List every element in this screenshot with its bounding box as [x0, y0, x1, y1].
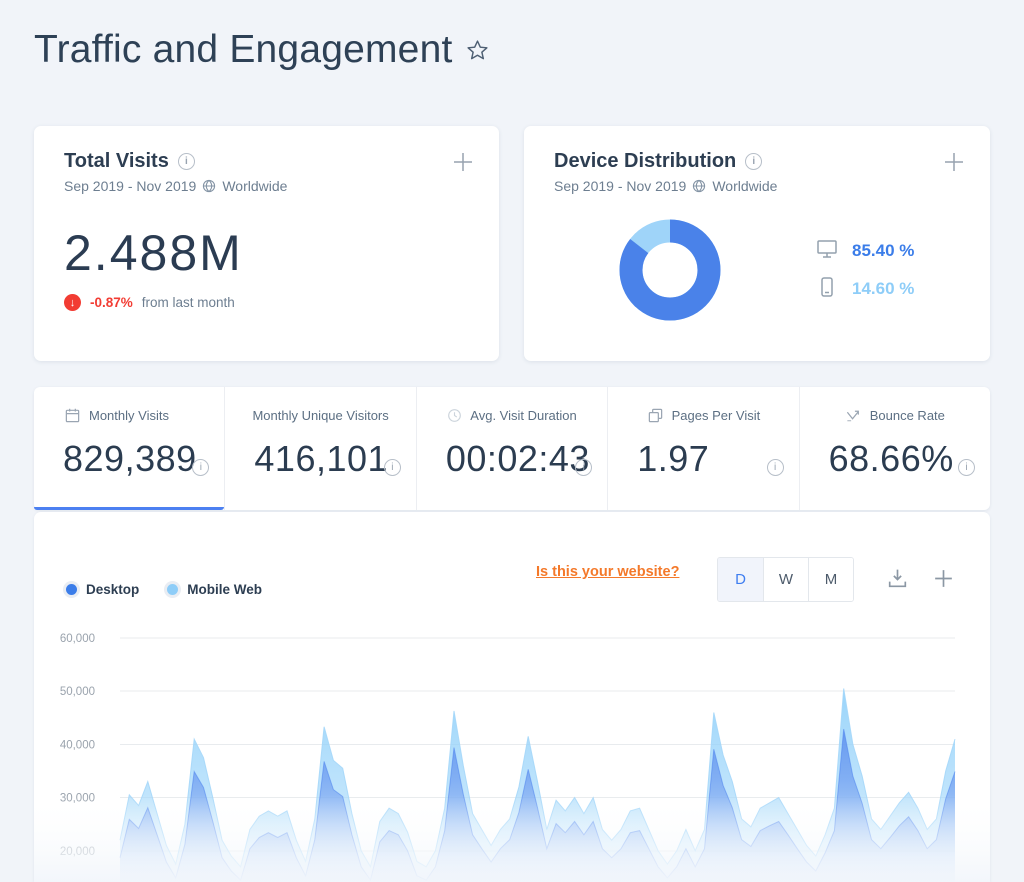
- add-to-dashboard-button[interactable]: [942, 150, 966, 174]
- metric-value: 00:02:43: [445, 438, 590, 479]
- total-visits-card: Total Visits i Sep 2019 - Nov 2019 World…: [34, 126, 499, 361]
- metric-value: 416,101: [254, 438, 389, 479]
- y-tick-label: 40,000: [60, 739, 95, 751]
- metric-label-text: Avg. Visit Duration: [470, 407, 577, 423]
- info-icon[interactable]: i: [177, 153, 195, 170]
- legend-desktop[interactable]: Desktop: [66, 582, 139, 597]
- metric-avg-visit-duration[interactable]: Avg. Visit Duration 00:02:43 i: [415, 387, 607, 510]
- info-icon[interactable]: i: [192, 459, 210, 476]
- mobile-phone-icon: [816, 276, 838, 303]
- device-share-list: 85.40 % 14.60 %: [816, 238, 914, 302]
- metric-label-text: Monthly Visits: [89, 407, 169, 423]
- donut-desktop-arc: [619, 219, 721, 321]
- info-icon[interactable]: i: [575, 459, 593, 476]
- metric-label-text: Pages Per Visit: [671, 407, 761, 423]
- metric-label: Bounce Rate: [800, 405, 990, 425]
- change-note: from last month: [141, 295, 235, 310]
- bounce-icon: [845, 407, 862, 424]
- metric-label: Avg. Visit Duration: [417, 405, 607, 425]
- download-icon[interactable]: [885, 566, 910, 596]
- desktop-share-value: 85.40 %: [852, 241, 915, 260]
- y-tick-label: 50,000: [60, 686, 95, 698]
- metric-bounce-rate[interactable]: Bounce Rate 68.66% i: [798, 387, 990, 510]
- engagement-metrics-bar: Monthly Visits 829,389 i Monthly Unique Vis…: [34, 387, 990, 510]
- metric-label: Pages Per Visit: [608, 405, 798, 425]
- info-icon[interactable]: i: [383, 459, 401, 476]
- clock-icon: [447, 408, 462, 423]
- region-label: Worldwide: [712, 178, 778, 194]
- metric-monthly-visits[interactable]: Monthly Visits 829,389 i: [34, 387, 225, 510]
- metric-label-text: Bounce Rate: [869, 407, 945, 423]
- metric-label-text: Monthly Unique Visitors: [252, 407, 389, 423]
- is-this-your-website-link[interactable]: Is this your website?: [536, 564, 680, 580]
- metric-label: Monthly Visits: [34, 405, 224, 425]
- add-to-dashboard-button[interactable]: [451, 150, 475, 174]
- metric-pages-per-visit[interactable]: Pages Per Visit 1.97 i: [607, 387, 798, 510]
- star-icon[interactable]: [465, 38, 490, 68]
- bottom-fade: [34, 795, 990, 882]
- metric-value: 1.97: [637, 438, 710, 479]
- card-title-text: Device Distribution: [554, 150, 737, 172]
- metric-value: 829,389: [63, 438, 197, 479]
- add-chart-icon[interactable]: [931, 566, 956, 596]
- card-title: Device Distribution i: [554, 150, 763, 173]
- chart-legend: Desktop Mobile Web: [66, 582, 262, 597]
- card-title-text: Total Visits: [64, 150, 169, 172]
- page-header: Traffic and Engagement: [34, 28, 490, 72]
- desktop-share-row: 85.40 %: [816, 238, 914, 264]
- card-title: Total Visits i: [64, 150, 195, 173]
- date-range: Sep 2019 - Nov 2019: [64, 178, 197, 194]
- granularity-m-button[interactable]: M: [808, 558, 853, 601]
- legend-dot-icon: [66, 584, 77, 595]
- info-icon[interactable]: i: [745, 153, 763, 170]
- total-visits-value: 2.488M: [64, 225, 243, 281]
- y-tick-label: 60,000: [60, 633, 95, 645]
- metric-monthly-unique-visitors[interactable]: Monthly Unique Visitors 416,101 i: [224, 387, 415, 510]
- card-subtitle: Sep 2019 - Nov 2019 Worldwide: [64, 178, 287, 194]
- pages-icon: [647, 407, 664, 424]
- down-arrow-icon: ↓: [64, 294, 81, 311]
- mobile-share-row: 14.60 %: [816, 276, 914, 302]
- info-icon[interactable]: i: [766, 459, 784, 476]
- date-range: Sep 2019 - Nov 2019: [554, 178, 687, 194]
- device-distribution-card: Device Distribution i Sep 2019 - Nov 201…: [524, 126, 990, 361]
- legend-mobile-web[interactable]: Mobile Web: [167, 582, 262, 597]
- desktop-monitor-icon: [816, 238, 838, 265]
- metric-label: Monthly Unique Visitors: [225, 405, 415, 425]
- change-row: ↓ -0.87% from last month: [64, 294, 235, 311]
- globe-icon: [202, 179, 216, 193]
- device-donut-chart: [619, 219, 721, 321]
- legend-label: Mobile Web: [187, 582, 263, 597]
- region-label: Worldwide: [222, 178, 288, 194]
- card-subtitle: Sep 2019 - Nov 2019 Worldwide: [554, 178, 777, 194]
- visits-chart-card: Desktop Mobile Web Is this your website? …: [34, 512, 990, 882]
- granularity-w-button[interactable]: W: [763, 558, 808, 601]
- globe-icon: [692, 179, 706, 193]
- metric-value: 68.66%: [828, 438, 954, 479]
- legend-dot-icon: [167, 584, 179, 595]
- change-percent: -0.87%: [90, 295, 133, 310]
- mobile-share-value: 14.60 %: [852, 279, 915, 298]
- granularity-d-button[interactable]: D: [718, 558, 763, 601]
- page-title: Traffic and Engagement: [34, 28, 453, 71]
- calendar-icon: [64, 407, 81, 424]
- legend-label: Desktop: [86, 582, 140, 597]
- info-icon[interactable]: i: [958, 459, 976, 476]
